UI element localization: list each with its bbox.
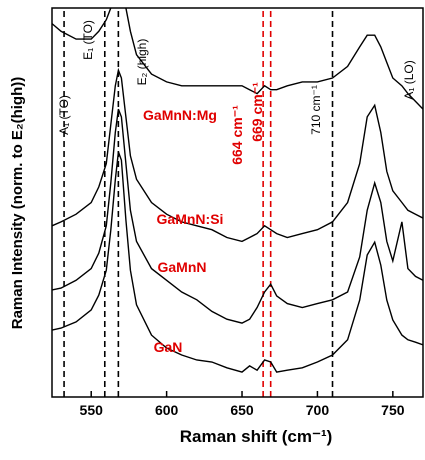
series-label: GaN: [154, 339, 183, 355]
reference-label: E₂ (high): [135, 39, 149, 86]
series-label: GaMnN:Mg: [143, 107, 217, 123]
x-axis-label: Raman shift (cm⁻¹): [180, 427, 333, 446]
reference-label: 664 cm⁻¹: [229, 105, 245, 165]
spectrum-line: [52, 8, 423, 110]
x-tick-label: 600: [155, 402, 179, 418]
spectrum-line: [52, 67, 423, 243]
plot-area: [52, 8, 423, 397]
x-tick-label: 550: [80, 402, 104, 418]
x-tick-label: 700: [306, 402, 330, 418]
y-axis-label: Raman Intensity (norm. to E₂(high)): [9, 77, 26, 330]
reference-label: A₁ (TO): [57, 95, 71, 135]
reference-label: E₁ (TO): [81, 20, 95, 60]
reference-label: 669 cm⁻¹: [249, 82, 265, 142]
series-label: GaMnN: [158, 259, 207, 275]
plot-frame: [51, 7, 424, 398]
x-tick-label: 750: [381, 402, 405, 418]
x-tick-label: 650: [230, 402, 254, 418]
spectrum-line: [52, 151, 423, 373]
reference-label: 710 cm⁻¹: [309, 85, 323, 135]
spectrum-line: [52, 108, 423, 324]
series-label: GaMnN:Si: [157, 211, 224, 227]
